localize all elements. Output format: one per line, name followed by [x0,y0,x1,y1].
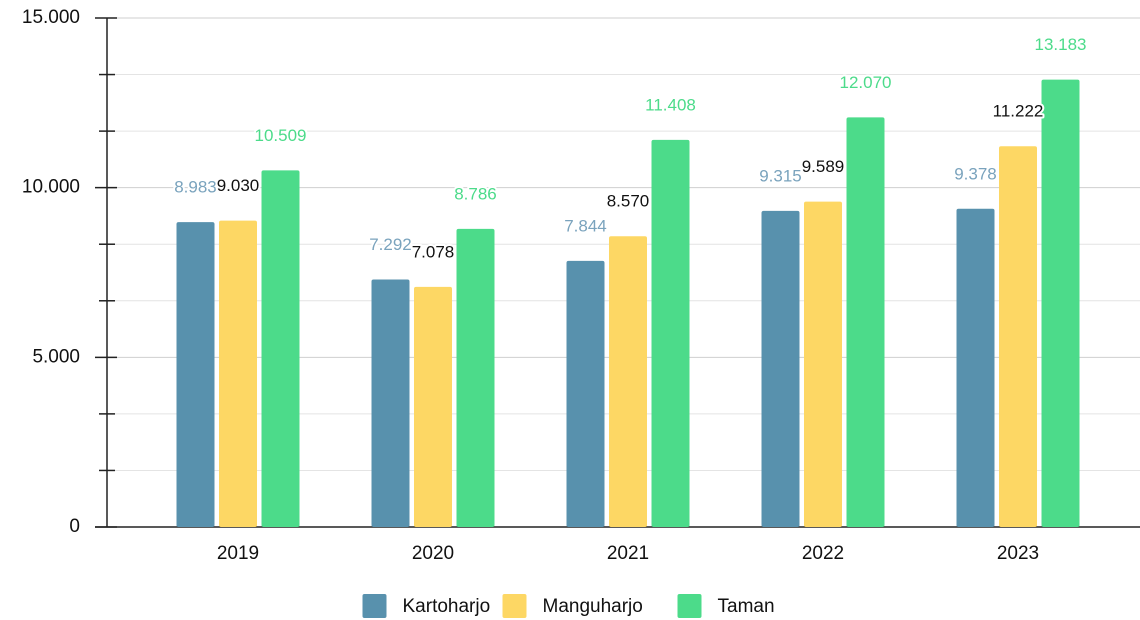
legend-swatch [677,594,702,618]
legend-swatch [502,594,527,618]
value-label: 12.070 [840,73,892,92]
bar [219,220,257,527]
value-label: 9.378 [954,164,997,183]
bar [456,228,495,527]
bar [609,236,647,527]
x-tick-label: 2021 [607,543,649,564]
value-label: 8.786 [454,184,497,203]
value-label: 10.509 [255,126,307,145]
legend-swatch [362,594,387,618]
x-tick-label: 2023 [997,543,1039,564]
legend-label: Kartoharjo [403,596,491,617]
value-label: 13.183 [1035,35,1087,54]
bar [999,146,1037,527]
value-label: 9.589 [802,157,845,176]
bar [846,117,885,527]
bar [1041,79,1080,528]
y-tick-label: 15.000 [22,7,80,28]
value-label: 11.408 [645,95,696,114]
bar [651,139,690,527]
value-label: 11.222 [993,102,1044,121]
bar [176,222,215,527]
x-tick-label: 2019 [217,543,259,564]
value-label: 7.292 [369,235,412,254]
bar [414,286,452,527]
legend-label: Manguharjo [543,596,643,617]
value-label: 9.315 [759,166,802,185]
x-tick-label: 2022 [802,543,844,564]
value-label: 7.844 [564,216,607,235]
value-label: 7.078 [412,242,455,261]
bar [566,260,605,527]
bar [261,170,300,528]
legend-label: Taman [718,596,775,617]
y-tick-label: 5.000 [32,346,80,367]
value-label: 9.030 [217,176,260,195]
x-tick-label: 2020 [412,543,454,564]
value-label: 8.570 [607,192,650,211]
bar [956,208,995,527]
bar [761,210,800,527]
y-tick-label: 10.000 [22,177,80,198]
bar [804,201,842,527]
bar [371,279,410,527]
y-tick-label: 0 [69,516,80,537]
value-label: 8.983 [174,178,217,197]
